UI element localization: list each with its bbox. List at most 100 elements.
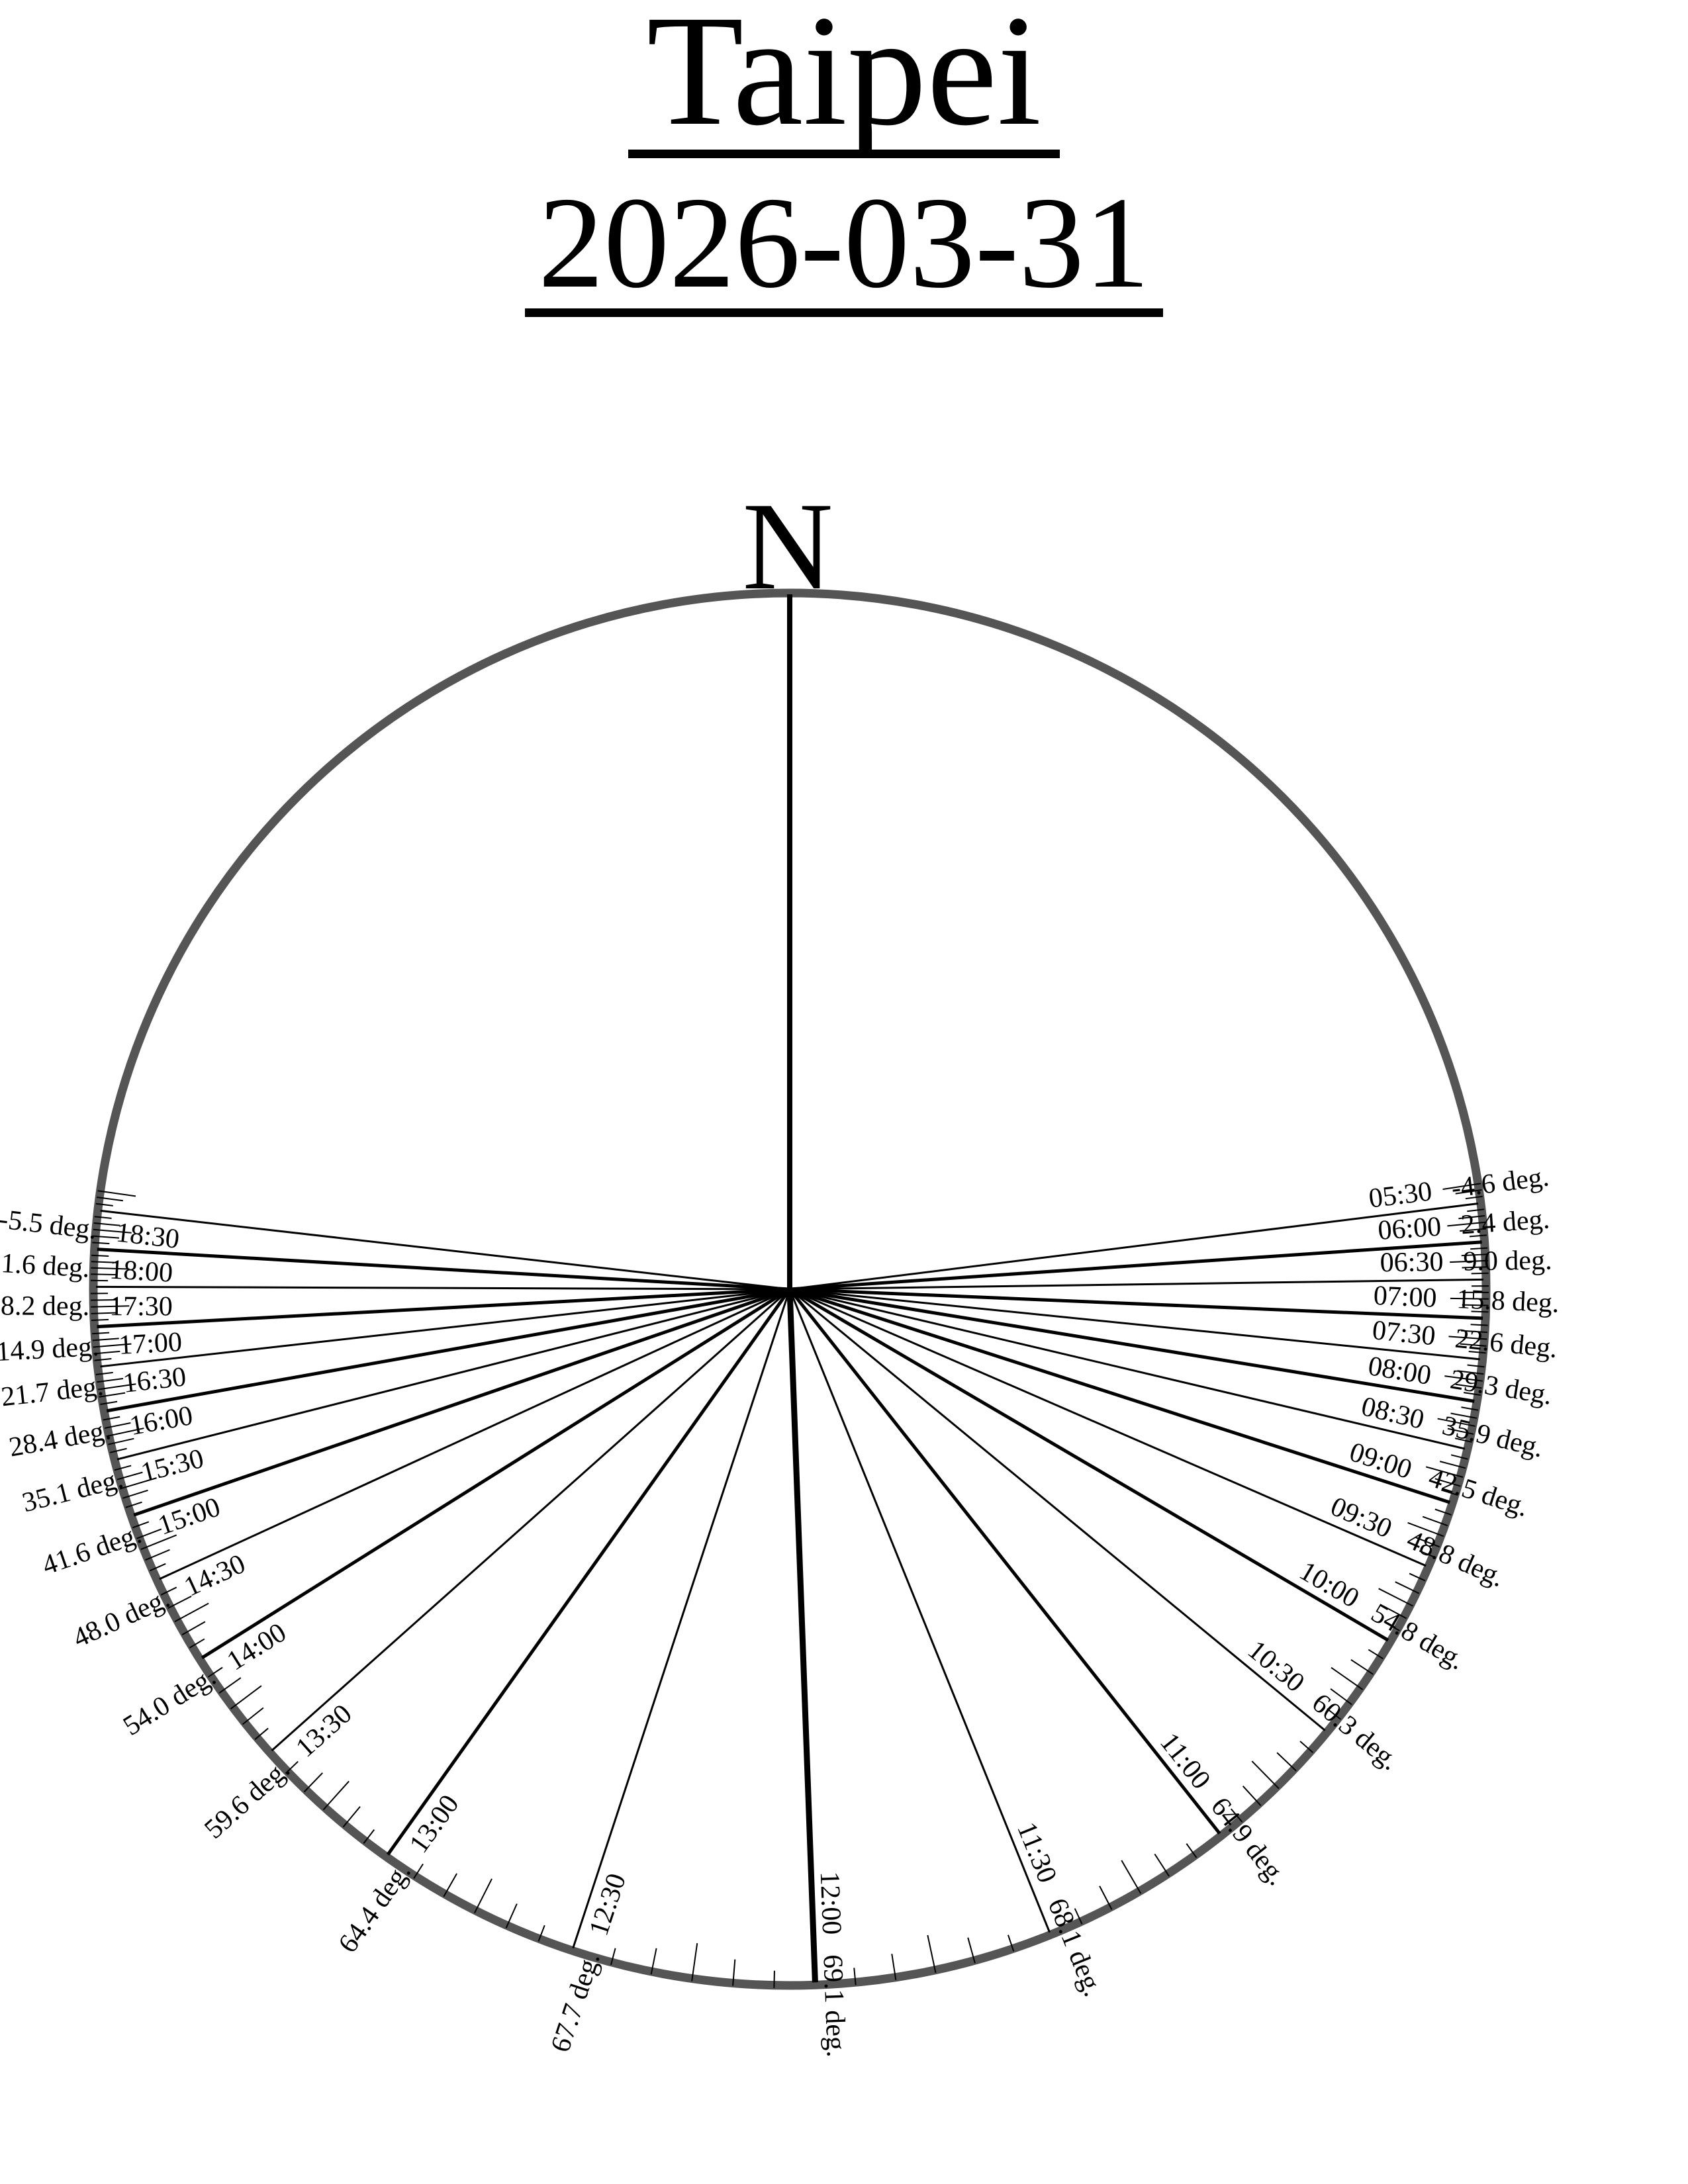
minute-tick [1422,1516,1448,1527]
minute-tick [1230,1808,1243,1823]
minute-tick [242,1707,264,1725]
sun-azimuth-line [789,1288,1427,1567]
label-gap [1434,1345,1454,1347]
minute-tick [1299,1741,1314,1753]
minute-tick [1331,1666,1364,1690]
minute-tick [95,1371,113,1375]
label-gap [89,1277,109,1279]
minute-tick [1384,1621,1400,1631]
label-gap [1442,1234,1462,1236]
minute-tick [93,1228,132,1234]
minute-tick [92,1242,110,1245]
sun-azimuth-line [96,1285,790,1291]
minute-tick [967,1937,976,1964]
minute-tick [1450,1454,1468,1460]
minute-tick [94,1357,112,1361]
minute-tick [1461,1253,1488,1257]
minute-tick [254,1727,269,1740]
label-gap [600,1938,606,1956]
minute-tick [91,1254,109,1257]
sun-azimuth-line [106,1287,790,1413]
minute-tick [189,1638,205,1649]
minute-tick [1440,1489,1458,1496]
minute-tick [1409,1572,1426,1582]
minute-tick [691,1943,698,1981]
minute-tick [1444,1375,1483,1382]
page-title-text: Taipei [628,0,1060,158]
minute-tick [1461,1406,1479,1411]
minute-tick [1465,1195,1483,1200]
minute-tick [218,1677,242,1694]
minute-tick [230,1685,262,1709]
minute-tick [650,1948,657,1975]
minute-tick [1350,1659,1374,1675]
minute-tick [1382,1605,1407,1619]
sun-azimuth-line [789,1278,1483,1291]
minute-tick [100,1400,118,1405]
minute-tick [150,1563,166,1572]
minute-tick [119,1477,157,1490]
sun-position-label: 06:30 9.0 deg. [1380,1245,1552,1279]
label-gap [1436,1307,1456,1308]
minute-ticks [91,1183,1489,1988]
minute-tick [117,1471,143,1480]
minute-tick [891,1954,897,1980]
label-gap [1408,1479,1427,1485]
minute-tick [1454,1437,1472,1443]
minute-tick [1378,1588,1413,1607]
sun-azimuth-line [386,1288,792,1856]
sun-position-label: 8.2 deg. 17:30 [1,1291,173,1322]
sun-azimuth-line [100,1209,790,1291]
minute-tick [1462,1304,1489,1306]
minute-tick [1242,1785,1262,1806]
minute-tick [145,1549,170,1561]
label-gap [113,1435,132,1439]
minute-tick [1457,1370,1484,1375]
minute-tick [91,1312,118,1314]
minute-tick [92,1235,120,1239]
minute-tick [1415,1536,1440,1548]
minute-tick [91,1261,118,1263]
sun-position-label: 07:00 15.8 deg. [1373,1281,1560,1319]
minute-tick [92,1332,110,1335]
sun-azimuth-line [789,1288,1480,1361]
minute-tick [853,1968,857,1985]
elevation-label: 9.0 deg. [1462,1245,1552,1277]
sun-azimuth-line [789,1240,1482,1291]
minute-tick [97,1196,123,1202]
minute-tick [95,1203,113,1206]
sun-azimuth-line [133,1287,790,1517]
minute-tick [1099,1886,1113,1910]
sun-position-label: 12:00 69.1 deg. [814,1871,851,2058]
minute-tick [132,1521,150,1529]
time-label: 17:30 [109,1291,173,1322]
minute-tick [1460,1228,1487,1232]
minute-tick [927,1934,937,1973]
minute-tick [108,1437,134,1445]
label-gap [124,1482,144,1486]
minute-tick [1074,1908,1083,1925]
minute-tick [167,1595,192,1610]
minute-tick [732,1959,736,1986]
sun-azimuth-line [789,1287,1483,1320]
minute-tick [1448,1336,1487,1340]
minute-tick [174,1602,209,1623]
minute-tick [1471,1272,1489,1275]
minute-tick [1439,1461,1466,1469]
minute-tick [93,1343,132,1348]
north-compass-label: N [742,477,833,616]
sun-azimuth-line [117,1288,790,1461]
elevation-label: 69.1 deg. [816,1954,851,2058]
minute-tick [104,1422,131,1429]
sun-azimuth-line [789,1288,1466,1450]
minute-tick [1434,1478,1461,1487]
minute-tick [1447,1221,1486,1227]
minute-tick [1154,1853,1170,1877]
label-gap [99,1354,119,1355]
minute-tick [1121,1860,1142,1894]
minute-tick [473,1878,492,1914]
minute-tick [125,1501,142,1508]
minute-tick [1330,1688,1352,1706]
minute-tick [181,1621,206,1636]
minute-tick [505,1903,518,1929]
